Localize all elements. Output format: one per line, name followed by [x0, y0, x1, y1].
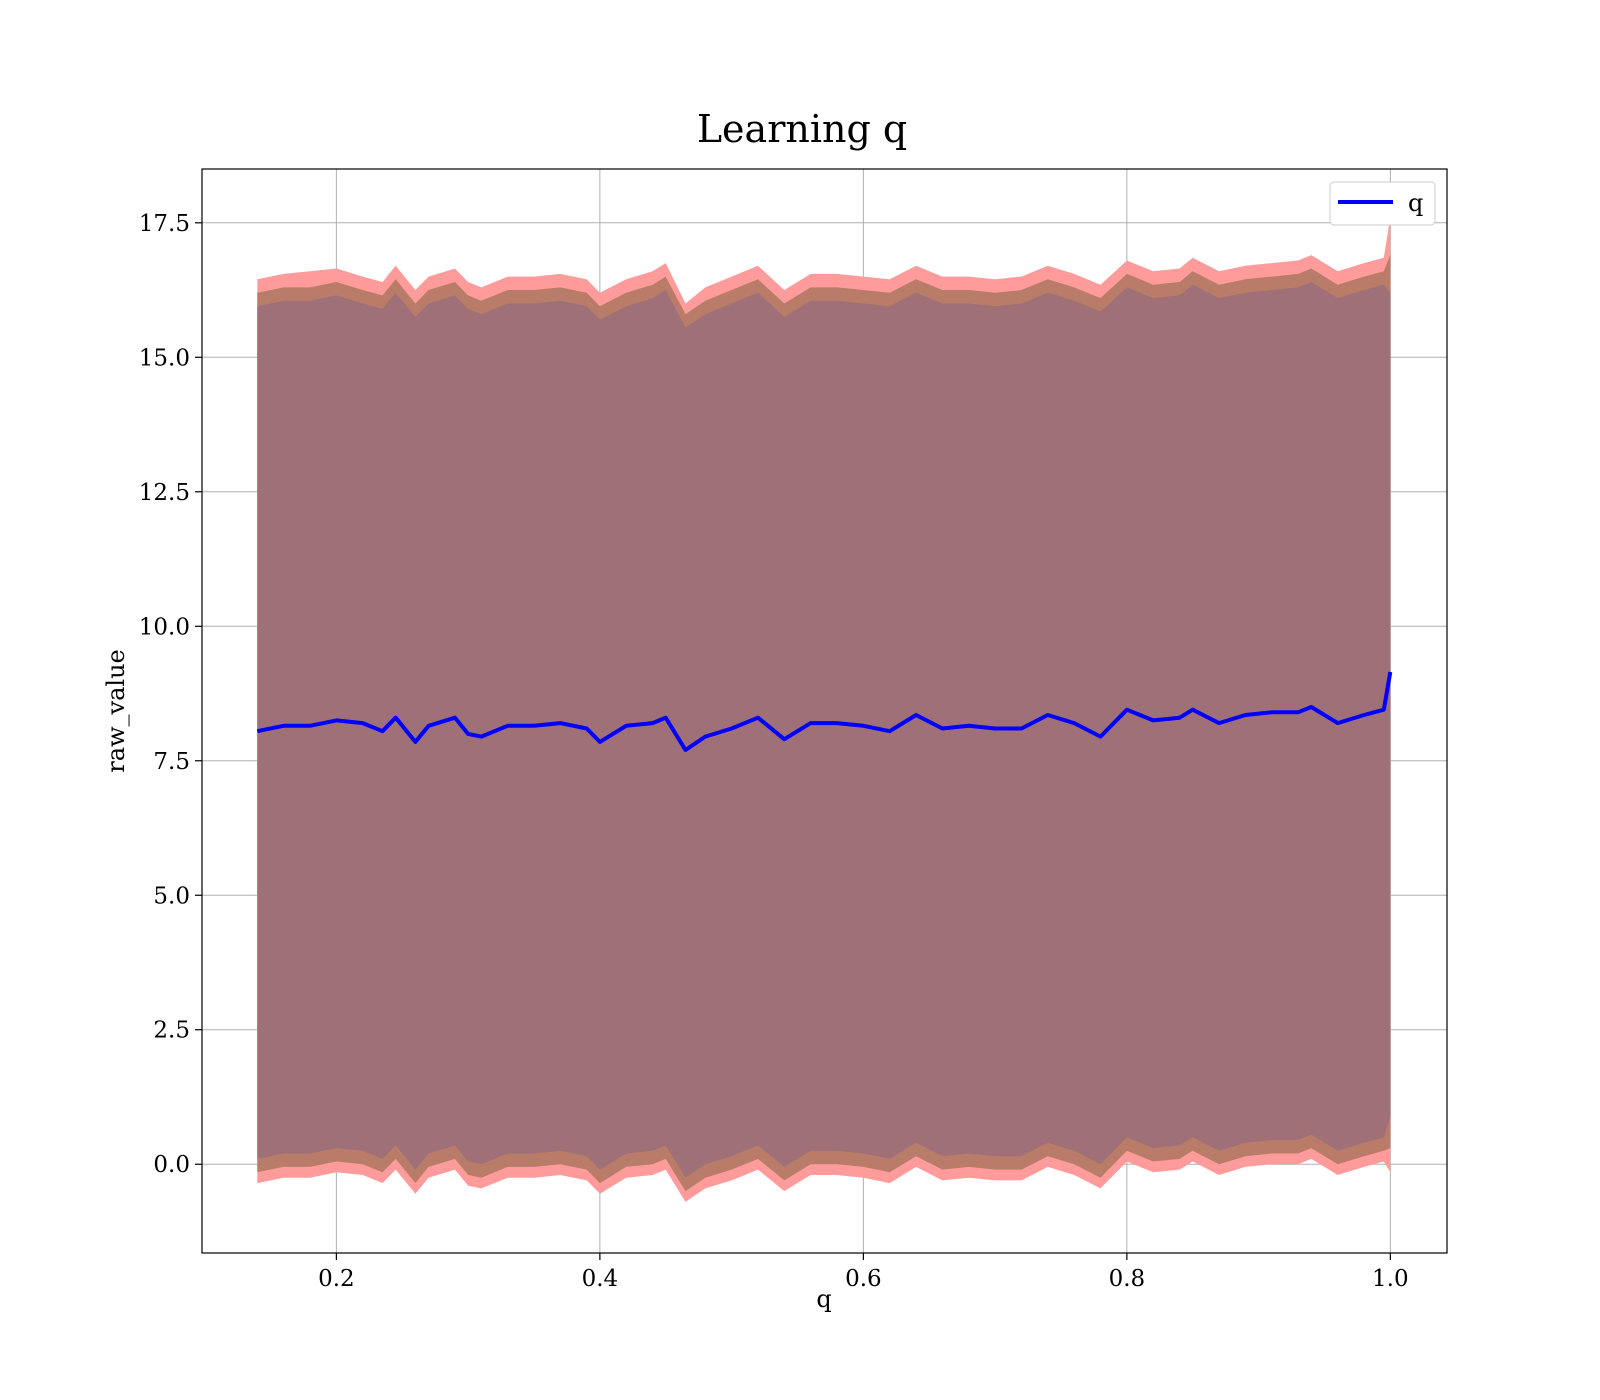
y-tick-label: 2.5 — [153, 1018, 190, 1044]
x-axis-ticks: 0.2 0.4 0.6 0.8 1.0 — [318, 1253, 1409, 1292]
legend: q — [1329, 181, 1436, 226]
y-tick-label: 0.0 — [153, 1152, 190, 1178]
chart-title: Learning q — [697, 107, 907, 151]
x-tick-label: 0.4 — [582, 1266, 619, 1292]
y-tick-label: 10.0 — [139, 614, 190, 640]
data-lines — [256, 671, 1393, 752]
band-inner — [257, 282, 1391, 1178]
y-axis-ticks: 0.0 2.5 5.0 7.5 10.0 12.5 15.0 17.5 — [139, 211, 202, 1178]
x-tick-label: 0.6 — [845, 1266, 882, 1292]
x-tick-label: 1.0 — [1372, 1266, 1409, 1292]
x-axis-label: q — [816, 1285, 831, 1313]
y-tick-label: 7.5 — [153, 749, 190, 775]
series-line-q — [256, 671, 1393, 752]
y-tick-label: 17.5 — [139, 211, 190, 237]
x-tick-label: 0.2 — [318, 1266, 355, 1292]
x-tick-label: 0.8 — [1109, 1266, 1146, 1292]
y-tick-label: 12.5 — [139, 480, 190, 506]
y-tick-label: 5.0 — [153, 883, 190, 909]
y-axis-label: raw_value — [102, 649, 130, 773]
y-tick-label: 15.0 — [139, 345, 190, 371]
legend-label-q: q — [1408, 189, 1423, 217]
plot-area-frame — [201, 168, 1448, 1254]
confidence-bands — [257, 217, 1391, 1202]
